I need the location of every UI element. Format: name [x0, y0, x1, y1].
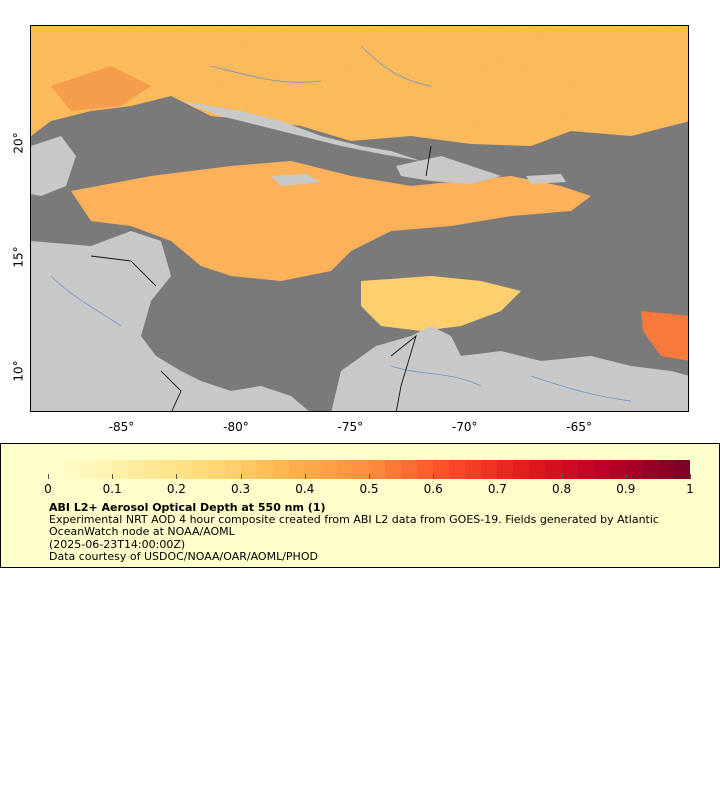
land-south-america: [331, 326, 688, 411]
colorbar-segment: [336, 460, 353, 479]
land-puerto-rico: [526, 174, 566, 184]
colorbar-segment: [433, 460, 450, 479]
colorbar-tick: [690, 474, 691, 479]
colorbar-segment: [384, 460, 402, 479]
colorbar-tick: [497, 474, 499, 479]
colorbar-tick: [369, 474, 370, 479]
colorbar-segment: [208, 460, 225, 479]
colorbar-segment: [304, 460, 321, 479]
land-cuba: [181, 101, 421, 161]
colorbar-label: 0.3: [231, 482, 251, 496]
x-tick-label: -70°: [451, 420, 478, 434]
colorbar-segment: [641, 460, 658, 479]
colorbar-label: 0.7: [487, 482, 507, 496]
legend-panel: 0 0.1 0.2 0.3 0.4 0.5 0.6 0.7 0.8 0.9 1 ABI L2+ Ae…: [0, 443, 720, 568]
colorbar-segment: [112, 460, 129, 479]
colorbar-segment: [625, 460, 642, 479]
land-hispaniola: [396, 156, 501, 184]
colorbar-tick: [625, 474, 627, 479]
colorbar-segment: [288, 460, 305, 479]
colorbar-label: 0.2: [166, 482, 186, 496]
aod-plume-south: [361, 276, 521, 331]
rivers: [50, 45, 632, 402]
colorbar-label: 0: [44, 482, 52, 496]
x-tick-label: -65°: [566, 420, 592, 434]
colorbar-segment: [577, 460, 594, 479]
x-tick-label: -80°: [223, 420, 249, 434]
borders: [90, 145, 432, 411]
colorbar-tick: [561, 474, 563, 479]
colorbar-label: 0.9: [616, 482, 636, 496]
colorbar-segment: [401, 460, 418, 479]
land-jamaica: [271, 174, 321, 186]
legend-timestamp: (2025-06-23T14:00:00Z): [49, 538, 186, 551]
legend-title: ABI L2+ Aerosol Optical Depth at 550 nm …: [49, 501, 326, 514]
colorbar-segment: [144, 460, 161, 479]
land-central-america: [31, 231, 309, 411]
colorbar-segment: [465, 460, 482, 479]
colorbar-segment: [48, 460, 65, 479]
land-masses: [31, 101, 688, 411]
colorbar-segment: [272, 460, 289, 479]
colorbar-segment: [64, 460, 81, 479]
colorbar-segment: [240, 460, 257, 479]
colorbar-label: 0.4: [295, 482, 315, 496]
colorbar-segment: [449, 460, 466, 479]
colorbar-segment: [529, 460, 546, 479]
aod-plume-east: [641, 311, 688, 361]
colorbar-segment: [96, 460, 113, 479]
colorbar-label: 0.5: [359, 482, 379, 496]
colorbar-label: 0.6: [423, 482, 443, 496]
colorbar-segment: [497, 460, 514, 479]
colorbar-segment: [128, 460, 145, 479]
legend-description: Experimental NRT AOD 4 hour composite cr…: [49, 513, 659, 538]
colorbar-segment: [192, 460, 209, 479]
colorbar-label: 1: [686, 482, 694, 496]
colorbar-tick: [112, 474, 114, 479]
colorbar-segment: [481, 460, 498, 479]
colorbar-segment: [657, 460, 674, 479]
colorbar-label: 0.8: [552, 482, 572, 496]
y-tick-label: 10°: [11, 360, 26, 382]
colorbar-segment: [80, 460, 97, 479]
colorbar-segment: [609, 460, 626, 479]
y-tick-label: 15°: [11, 246, 26, 268]
colorbar-tick: [48, 474, 49, 479]
colorbar-segment: [593, 460, 610, 479]
x-tick-label: -75°: [337, 420, 364, 434]
colorbar-segment: [545, 460, 562, 479]
colorbar-segment: [417, 460, 434, 479]
colorbar: [48, 460, 690, 479]
colorbar-tick: [176, 474, 178, 479]
colorbar-segment: [160, 460, 177, 479]
legend-credit: Data courtesy of USDOC/NOAA/OAR/AOML/PHO…: [49, 550, 318, 563]
map-panel[interactable]: [30, 25, 689, 412]
colorbar-tick: [304, 474, 306, 479]
y-tick-label: 20°: [11, 132, 26, 155]
colorbar-tick: [433, 474, 435, 479]
colorbar-label: 0.1: [102, 482, 122, 496]
colorbar-segment: [320, 460, 337, 479]
colorbar-segment: [368, 460, 385, 479]
colorbar-tick: [240, 474, 242, 479]
colorbar-segment: [176, 460, 193, 479]
colorbar-segment: [673, 460, 690, 479]
colorbar-segment: [561, 460, 578, 479]
aerosol-map: [31, 26, 688, 411]
land-yucatan: [31, 136, 76, 196]
colorbar-segment: [352, 460, 369, 479]
colorbar-segment: [256, 460, 273, 479]
x-tick-label: -85°: [108, 420, 135, 434]
colorbar-segment: [224, 460, 241, 479]
colorbar-segment: [513, 460, 530, 479]
